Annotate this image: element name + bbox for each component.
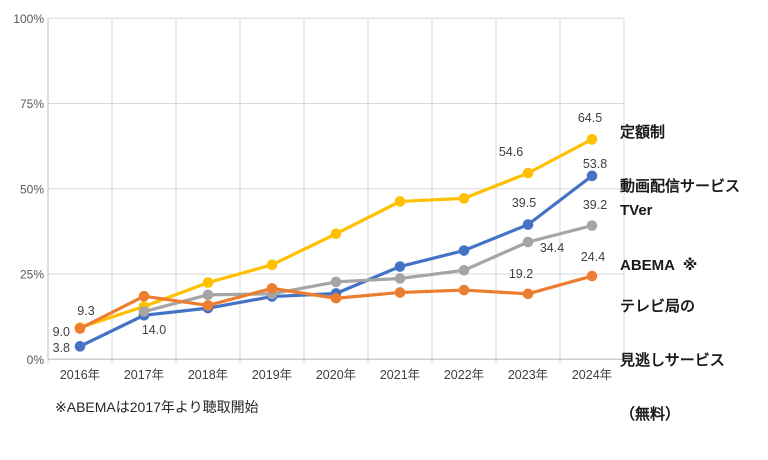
x-axis-tick-label: 2020年: [316, 368, 356, 382]
series-marker-テレビ局の見逃しサービス（無料）: [266, 283, 278, 294]
series-marker-ABEMA: [202, 289, 214, 301]
series-marker-テレビ局の見逃しサービス（無料）: [458, 284, 470, 296]
data-label: 9.0: [53, 325, 70, 339]
data-label: 34.4: [540, 241, 564, 255]
series-marker-ABEMA: [394, 273, 406, 284]
y-axis-tick-label: 0%: [27, 353, 45, 367]
series-marker-ABEMA: [522, 236, 534, 248]
series-marker-テレビ局の見逃しサービス（無料）: [586, 270, 598, 282]
data-label: 54.6: [499, 145, 523, 159]
x-axis-tick-label: 2024年: [572, 368, 612, 382]
series-marker-ABEMA: [138, 306, 150, 317]
series-marker-TVer: [522, 219, 534, 230]
line-chart: 0% 25% 50% 75% 100% 2016年 2017年 2018年 2019年 2020年…: [13, 12, 625, 382]
legend-label: 定額制: [620, 124, 666, 141]
series-line-ABEMA: [142, 224, 594, 314]
x-axis-tick-label: 2022年: [444, 368, 484, 382]
series-marker-定額制動画配信サービス: [522, 167, 534, 179]
series-marker-TVer: [394, 261, 406, 272]
legend-item-tver: TVer: [620, 166, 653, 256]
series-marker-テレビ局の見逃しサービス（無料）: [202, 300, 214, 311]
data-label: 53.8: [583, 157, 607, 171]
series-marker-定額制動画配信サービス: [394, 196, 406, 207]
y-axis-tick-label: 100%: [13, 12, 44, 26]
legend-label: 動画配信サービス: [620, 178, 741, 195]
legend-item-abema: ABEMA ※: [620, 221, 697, 311]
series-marker-ABEMA: [458, 264, 470, 276]
series-marker-テレビ局の見逃しサービス（無料）: [394, 287, 406, 298]
series-marker-TVer: [74, 341, 86, 352]
x-axis-tick-label: 2016年: [60, 368, 100, 382]
series-marker-テレビ局の見逃しサービス（無料）: [522, 288, 534, 300]
legend-label: テレビ局の: [620, 298, 696, 315]
legend-label: TVer: [620, 202, 653, 219]
data-label: 64.5: [578, 111, 602, 125]
data-label: 39.2: [583, 198, 607, 212]
legend-label: ABEMA ※: [620, 257, 698, 274]
legend-label: （無料）: [620, 406, 681, 423]
series-marker-テレビ局の見逃しサービス（無料）: [138, 290, 150, 302]
y-axis-tick-label: 50%: [20, 182, 44, 196]
chart-footnote: ※ABEMAは2017年より聴取開始: [55, 399, 259, 415]
data-label: 14.0: [142, 323, 166, 337]
y-axis-tick-label: 25%: [20, 268, 44, 282]
series-marker-定額制動画配信サービス: [458, 193, 470, 204]
data-label: 19.2: [509, 267, 533, 281]
series-marker-TVer: [458, 245, 470, 256]
series-marker-定額制動画配信サービス: [586, 134, 598, 145]
series-marker-定額制動画配信サービス: [330, 228, 342, 240]
series-marker-定額制動画配信サービス: [202, 277, 214, 288]
series-marker-TVer: [586, 170, 598, 182]
series-marker-テレビ局の見逃しサービス（無料）: [330, 292, 342, 304]
x-axis-tick-label: 2019年: [252, 368, 292, 382]
series-marker-ABEMA: [330, 276, 342, 288]
series-marker-テレビ局の見逃しサービス（無料）: [74, 323, 86, 334]
x-axis-tick-label: 2017年: [124, 368, 164, 382]
legend-label: 見逃しサービス: [620, 352, 725, 369]
legend-item-catchup: テレビ局の 見逃しサービス （無料）: [620, 262, 725, 460]
y-axis-tick-label: 75%: [20, 97, 44, 111]
series-marker-定額制動画配信サービス: [266, 259, 278, 271]
x-axis-tick-label: 2018年: [188, 368, 228, 382]
x-axis-tick-label: 2023年: [508, 368, 548, 382]
x-axis-tick-label: 2021年: [380, 368, 420, 382]
chart-canvas: 0% 25% 50% 75% 100% 2016年 2017年 2018年 2019年 2020年…: [13, 11, 741, 423]
data-label: 3.8: [53, 341, 70, 355]
series-marker-ABEMA: [586, 220, 598, 231]
legend-item-svod: 定額制 動画配信サービス: [620, 88, 740, 232]
data-label: 24.4: [581, 250, 605, 264]
data-label: 39.5: [512, 196, 536, 210]
data-label: 9.3: [77, 304, 94, 318]
